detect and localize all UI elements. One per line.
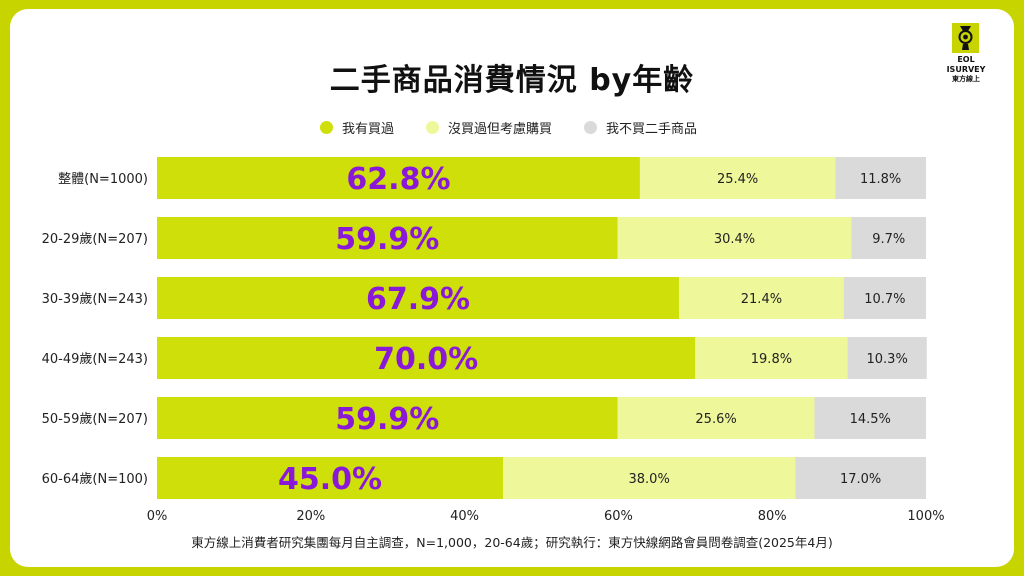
x-tick-label: 40%	[450, 509, 479, 524]
bar-segment-considering	[617, 397, 815, 439]
chart-legend: 我有買過 沒買過但考慮購買 我不買二手商品	[320, 117, 729, 137]
legend-swatch-considering	[426, 120, 440, 134]
bar-segment-bought	[157, 457, 504, 499]
bar-segment-considering	[679, 277, 844, 319]
data-label-never: 10.3%	[867, 352, 908, 367]
chart-title: 二手商品消費情況 by年齡	[329, 63, 695, 98]
data-label-considering: 19.8%	[751, 352, 792, 367]
bar-segment-never	[851, 217, 926, 259]
category-label: 20-29歲(N=207)	[42, 232, 148, 247]
data-label-never: 17.0%	[840, 472, 881, 487]
x-tick-label: 80%	[758, 509, 787, 524]
category-label: 60-64歲(N=100)	[42, 472, 148, 487]
category-label: 40-49歲(N=243)	[42, 352, 148, 367]
bar-segment-never	[814, 397, 926, 439]
bar-segment-bought	[157, 397, 618, 439]
data-label-never: 10.7%	[864, 292, 905, 307]
logo-text-isurvey: ISURVEY	[946, 65, 986, 74]
bar-segment-never	[843, 277, 926, 319]
logo-text-brand: 東方線上	[952, 75, 980, 83]
bar-segment-considering	[639, 157, 836, 199]
bar-segment-considering	[503, 457, 796, 499]
legend-item-considering: 沒買過但考慮購買	[426, 118, 552, 137]
data-label-bought: 45.0%	[278, 462, 382, 497]
x-tick-label: 20%	[296, 509, 325, 524]
data-label-bought: 70.0%	[374, 342, 478, 377]
data-label-considering: 25.6%	[695, 412, 736, 427]
bar-segment-considering	[695, 337, 848, 379]
legend-item-never: 我不買二手商品	[584, 118, 697, 137]
data-label-considering: 21.4%	[741, 292, 782, 307]
data-label-considering: 38.0%	[629, 472, 670, 487]
x-tick-label: 100%	[907, 509, 944, 524]
bar-segment-bought	[157, 337, 696, 379]
data-label-bought: 67.9%	[366, 282, 470, 317]
data-label-never: 9.7%	[872, 232, 905, 247]
bar-segment-never	[835, 157, 926, 199]
logo-text-eol: EOL	[957, 55, 975, 64]
data-label-never: 14.5%	[850, 412, 891, 427]
legend-label-considering: 沒買過但考慮購買	[448, 121, 553, 137]
legend-label-never: 我不買二手商品	[606, 121, 698, 137]
bar-segment-considering	[617, 217, 852, 259]
x-tick-label: 60%	[604, 509, 633, 524]
data-label-considering: 25.4%	[717, 172, 758, 187]
legend-item-bought: 我有買過	[320, 118, 394, 137]
data-label-considering: 30.4%	[714, 232, 755, 247]
bar-segment-bought	[157, 157, 640, 199]
bar-segment-bought	[157, 277, 680, 319]
data-label-bought: 59.9%	[335, 402, 439, 437]
bar-segment-never	[847, 337, 927, 379]
category-label: 30-39歲(N=243)	[42, 292, 148, 307]
source-footnote: 東方線上消費者研究集團每月自主調查，N=1,000，20-64歲；研究執行：東方…	[191, 535, 833, 550]
category-label: 50-59歲(N=207)	[42, 412, 148, 427]
data-label-bought: 59.9%	[335, 222, 439, 257]
legend-swatch-never	[584, 120, 598, 134]
data-label-bought: 62.8%	[346, 162, 450, 197]
bar-segment-bought	[157, 217, 618, 259]
legend-swatch-bought	[320, 120, 333, 134]
data-label-never: 11.8%	[860, 172, 901, 187]
bar-segment-never	[795, 457, 926, 499]
brand-logo: EOL ISURVEY 東方線上	[940, 23, 992, 99]
legend-label-bought: 我有買過	[342, 121, 395, 137]
logo-eye-icon	[952, 23, 979, 53]
x-tick-label: 0%	[147, 509, 168, 524]
category-label: 整體(N=1000)	[58, 172, 148, 187]
